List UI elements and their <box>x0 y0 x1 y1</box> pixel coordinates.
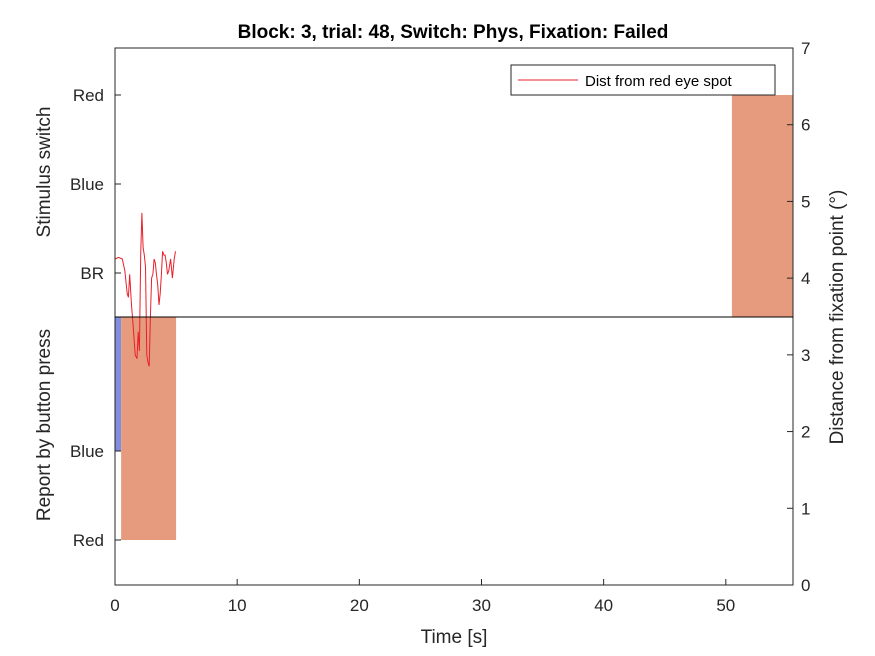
y-axis-label-report: Report by button press <box>34 329 55 521</box>
x-tick-label: 40 <box>594 596 613 615</box>
series-line-dist-red-eye-spot <box>114 212 176 367</box>
legend-entry: Dist from red eye spot <box>585 73 733 90</box>
left-tick-red-bottom: Red <box>73 531 104 550</box>
state-blocks <box>115 95 793 540</box>
right-tick-label: 2 <box>801 423 810 442</box>
right-tick-label: 5 <box>801 192 810 211</box>
x-axis-label: Time [s] <box>421 627 488 648</box>
right-tick-label: 6 <box>801 116 810 135</box>
line-series-layer <box>114 212 176 367</box>
axis-ticks: 0 10 20 30 40 50 0 1 2 3 4 5 6 7 <box>110 39 810 615</box>
chart-title: Block: 3, trial: 48, Switch: Phys, Fixat… <box>238 22 669 43</box>
legend: Dist from red eye spot <box>510 64 776 96</box>
x-tick-label: 30 <box>472 596 491 615</box>
left-tick-blue-bottom: Blue <box>70 442 104 461</box>
x-tick-label: 20 <box>350 596 369 615</box>
state-block-report-red <box>121 317 177 540</box>
right-tick-label: 7 <box>801 39 810 58</box>
right-tick-label: 0 <box>801 576 810 595</box>
right-tick-label: 4 <box>801 269 810 288</box>
x-tick-label: 50 <box>716 596 735 615</box>
right-tick-label: 1 <box>801 499 810 518</box>
x-tick-label: 10 <box>228 596 247 615</box>
state-block-report-blue <box>115 317 122 451</box>
right-tick-label: 3 <box>801 346 810 365</box>
y-axis-label-stimulus: Stimulus switch <box>34 107 55 238</box>
left-tick-blue-top: Blue <box>70 175 104 194</box>
state-block-stimulus-red <box>731 95 793 317</box>
x-tick-label: 0 <box>110 596 119 615</box>
left-tick-red-top: Red <box>73 86 104 105</box>
left-tick-br: BR <box>80 264 104 283</box>
y-axis-label-right: Distance from fixation point (°) <box>827 190 848 445</box>
